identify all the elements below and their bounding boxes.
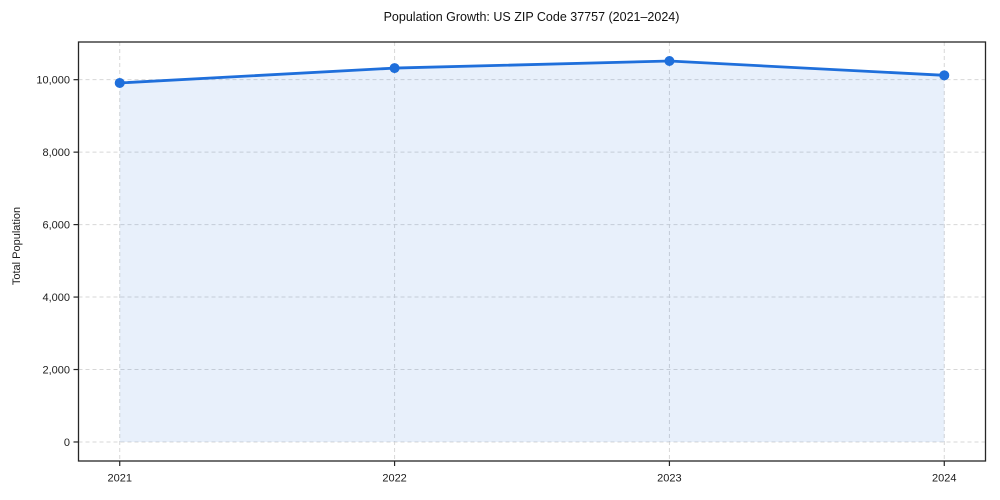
- x-tick-label: 2022: [382, 473, 406, 485]
- y-tick-label: 6,000: [42, 219, 70, 231]
- area-fill: [119, 61, 945, 442]
- x-tick-label: 2023: [657, 473, 681, 485]
- data-point-marker-2024: [939, 70, 950, 81]
- y-tick-label: 8,000: [42, 147, 70, 159]
- x-tick-label: 2021: [107, 473, 131, 485]
- y-tick-label: 4,000: [42, 292, 70, 304]
- y-tick-label: 10,000: [36, 74, 70, 86]
- chart-title: Population Growth: US ZIP Code 37757 (20…: [383, 10, 680, 24]
- x-tick-label: 2024: [932, 473, 956, 485]
- plot-spines: [77, 41, 987, 462]
- data-point-marker-2022: [389, 63, 400, 74]
- trend-line: [118, 59, 946, 85]
- data-point-marker-2021: [114, 77, 125, 88]
- data-point-marker-2023: [664, 56, 675, 67]
- y-tick-label: 0: [64, 437, 70, 449]
- y-tick-label: 2,000: [42, 364, 70, 376]
